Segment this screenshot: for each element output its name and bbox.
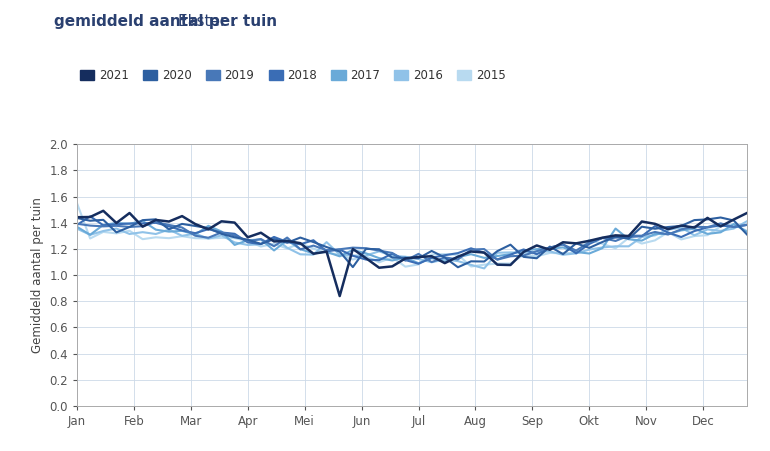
Legend: 2021, 2020, 2019, 2018, 2017, 2016, 2015: 2021, 2020, 2019, 2018, 2017, 2016, 2015 [75,64,511,87]
2019 [532,249,541,254]
2018 [72,222,82,228]
2018 [138,221,147,226]
Text: Ekster :: Ekster : [178,14,236,28]
2020 [519,254,528,260]
2016 [519,250,528,256]
2017 [138,218,147,224]
2017 [506,252,515,257]
Line: 2017: 2017 [77,221,747,263]
2018 [454,250,463,256]
2021 [454,254,463,259]
2018 [414,261,424,267]
2020 [427,248,437,253]
2015 [703,232,712,238]
2021 [335,293,344,299]
2017 [742,229,752,235]
2020 [125,224,134,230]
2021 [414,254,424,260]
2021 [532,243,541,248]
2020 [742,232,752,237]
2015 [309,246,318,251]
2021 [138,224,147,230]
2015 [519,252,528,258]
2018 [532,252,541,257]
2021 [506,262,515,268]
2020 [309,239,318,245]
2017 [322,249,331,254]
Line: 2019: 2019 [77,222,747,262]
Line: 2015: 2015 [77,203,747,267]
2017 [400,255,410,260]
2017 [414,261,424,266]
2019 [742,222,752,228]
Line: 2021: 2021 [77,211,747,296]
2015 [387,255,397,260]
2016 [387,253,397,258]
2018 [400,258,410,263]
2020 [493,249,502,254]
2020 [387,255,397,260]
2016 [480,266,489,271]
2016 [72,226,82,231]
2019 [151,219,160,225]
2019 [72,221,82,226]
2021 [322,249,331,254]
2016 [309,252,318,258]
2020 [72,215,82,221]
2019 [125,224,134,230]
2020 [454,265,463,270]
2018 [742,222,752,228]
2015 [742,228,752,234]
2021 [742,210,752,216]
2019 [454,257,463,262]
2018 [322,249,331,254]
2019 [427,259,437,265]
2019 [322,248,331,253]
2017 [454,254,463,260]
2017 [125,221,134,226]
2018 [85,214,95,219]
Y-axis label: Gemiddeld aantal per tuin: Gemiddeld aantal per tuin [31,197,44,353]
2015 [493,261,502,267]
Text: gemiddeld aantal per tuin: gemiddeld aantal per tuin [54,14,283,28]
2018 [506,252,515,258]
2015 [72,201,82,206]
2017 [72,224,82,230]
2019 [400,258,410,263]
2017 [532,246,541,252]
2021 [99,208,108,213]
2016 [125,231,134,237]
2016 [493,250,502,255]
2019 [506,253,515,259]
2021 [72,215,82,220]
2016 [742,219,752,224]
Line: 2018: 2018 [77,216,747,264]
2020 [716,215,725,220]
2016 [703,227,712,232]
2015 [125,228,134,234]
2015 [400,264,410,269]
Line: 2016: 2016 [77,221,747,268]
Line: 2020: 2020 [77,217,747,267]
